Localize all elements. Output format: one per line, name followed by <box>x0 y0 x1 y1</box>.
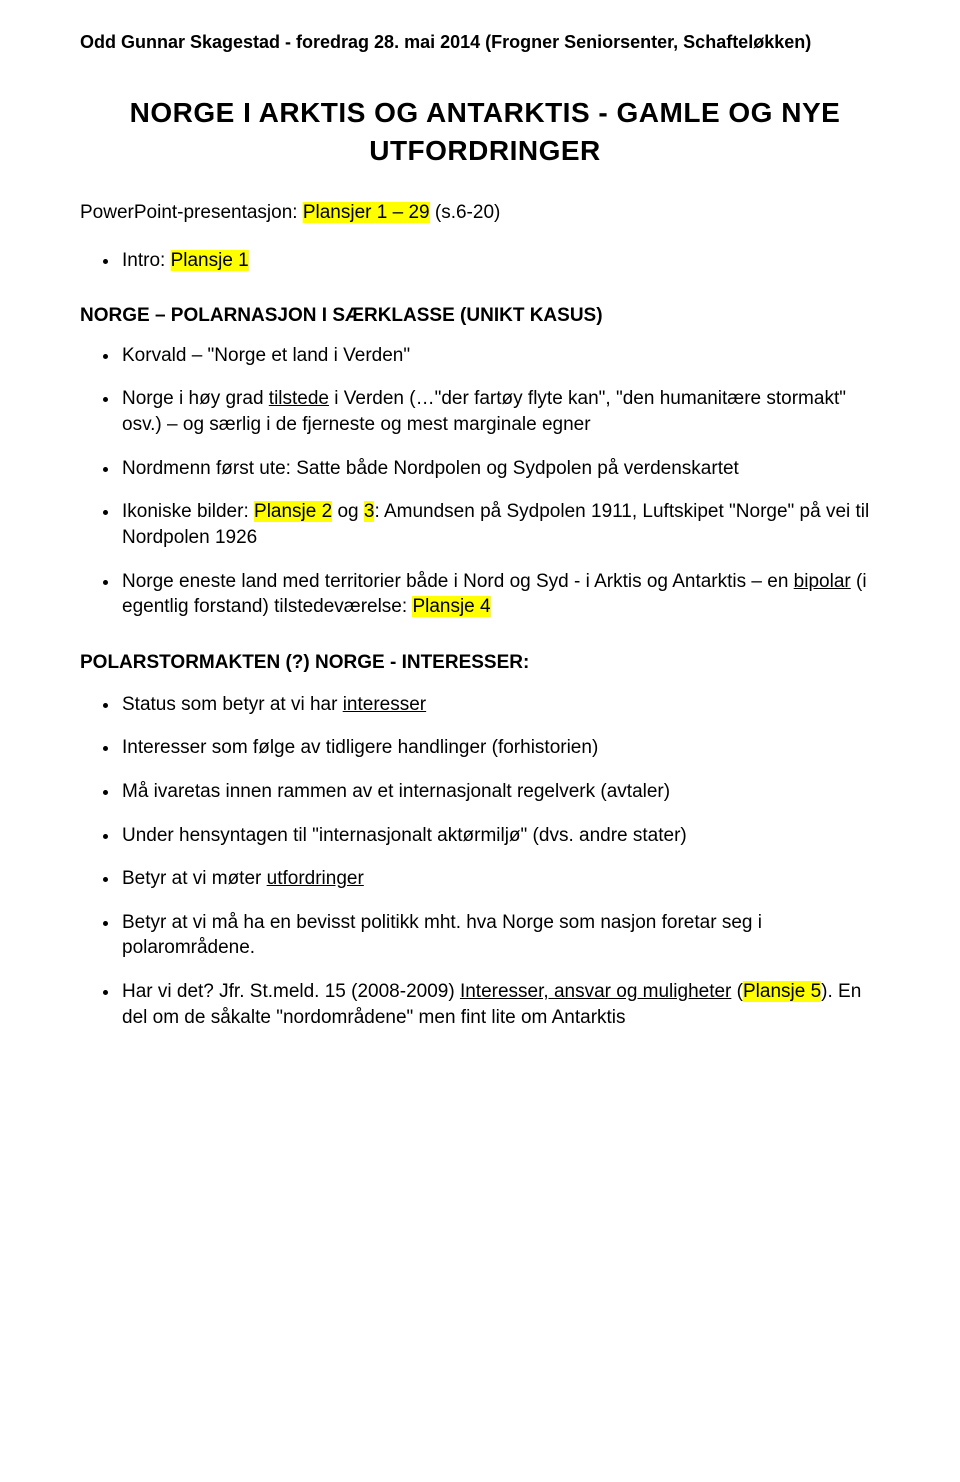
underline-text: Interesser, ansvar og muligheter <box>460 981 731 1002</box>
highlight: 3 <box>364 501 375 522</box>
list-item: Norge eneste land med territorier både i… <box>120 569 890 620</box>
title-line-1: NORGE I ARKTIS OG ANTARKTIS - GAMLE OG N… <box>130 97 841 128</box>
section-1-list: Korvald – "Norge et land i Verden" Norge… <box>80 343 890 620</box>
list-item: Under hensyntagen til "internasjonalt ak… <box>120 823 890 849</box>
list-item: Status som betyr at vi har interesser <box>120 692 890 718</box>
underline-text: interesser <box>343 694 426 715</box>
underline-text: tilstede <box>269 388 329 409</box>
list-item: Interesser som følge av tidligere handli… <box>120 735 890 761</box>
intro-bullet: Intro: Plansje 1 <box>120 248 890 274</box>
list-item: Ikoniske bilder: Plansje 2 og 3: Amundse… <box>120 499 890 550</box>
text: Betyr at vi møter <box>122 868 267 889</box>
text: Har vi det? Jfr. St.meld. 15 (2008-2009) <box>122 981 460 1002</box>
pp-prefix: PowerPoint-presentasjon: <box>80 202 303 223</box>
intro-list: Intro: Plansje 1 <box>80 248 890 274</box>
intro-highlight: Plansje 1 <box>171 250 249 271</box>
text: Norge eneste land med territorier både i… <box>122 571 794 592</box>
document-title: NORGE I ARKTIS OG ANTARKTIS - GAMLE OG N… <box>80 94 890 170</box>
powerpoint-line: PowerPoint-presentasjon: Plansjer 1 – 29… <box>80 200 890 226</box>
highlight: Plansje 4 <box>412 596 490 617</box>
document-header: Odd Gunnar Skagestad - foredrag 28. mai … <box>80 30 890 54</box>
underline-text: bipolar <box>794 571 851 592</box>
list-item: Nordmenn først ute: Satte både Nordpolen… <box>120 456 890 482</box>
list-item: Korvald – "Norge et land i Verden" <box>120 343 890 369</box>
text: ( <box>731 981 743 1002</box>
list-item: Betyr at vi må ha en bevisst politikk mh… <box>120 910 890 961</box>
section-2-heading: POLARSTORMAKTEN (?) NORGE - INTERESSER: <box>80 650 890 676</box>
highlight: Plansje 2 <box>254 501 332 522</box>
pp-suffix: (s.6-20) <box>430 202 501 223</box>
list-item: Norge i høy grad tilstede i Verden (…"de… <box>120 386 890 437</box>
underline-text: utfordringer <box>267 868 364 889</box>
list-item: Har vi det? Jfr. St.meld. 15 (2008-2009)… <box>120 979 890 1030</box>
list-item: Må ivaretas innen rammen av et internasj… <box>120 779 890 805</box>
section-1-heading: NORGE – POLARNASJON I SÆRKLASSE (UNIKT K… <box>80 303 890 329</box>
text: Ikoniske bilder: <box>122 501 254 522</box>
section-2-list: Status som betyr at vi har interesser In… <box>80 692 890 1031</box>
highlight: Plansje 5 <box>743 981 821 1002</box>
intro-prefix: Intro: <box>122 250 171 271</box>
text: Status som betyr at vi har <box>122 694 343 715</box>
text: Norge i høy grad <box>122 388 269 409</box>
text: og <box>332 501 364 522</box>
title-line-2: UTFORDRINGER <box>369 135 601 166</box>
pp-highlight: Plansjer 1 – 29 <box>303 202 430 223</box>
list-item: Betyr at vi møter utfordringer <box>120 866 890 892</box>
